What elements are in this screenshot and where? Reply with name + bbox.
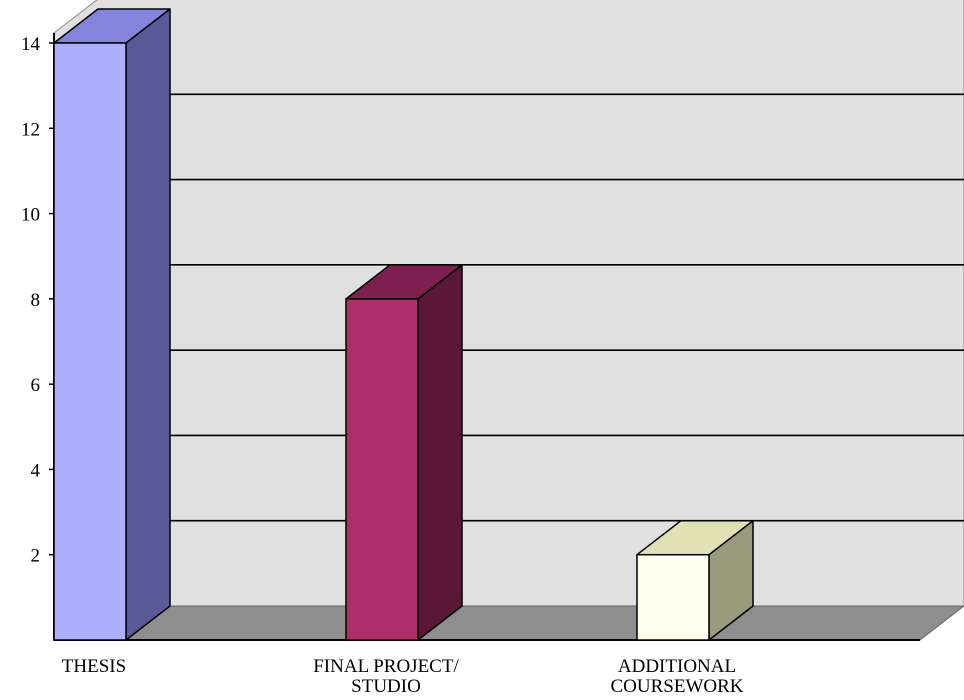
x-tick-label-line: ADDITIONAL: [618, 656, 736, 677]
bar-front-face: [636, 553, 710, 641]
floor: [52, 605, 964, 641]
y-tick-label: 4: [31, 460, 41, 481]
x-tick-label-line: COURSEWORK: [610, 676, 743, 697]
y-tick-label: 6: [31, 375, 41, 396]
y-tick-label: 10: [21, 205, 40, 226]
x-axis-labels: THESIS FINAL PROJECT/STUDIO ADDITIONAL COUR…: [62, 656, 744, 697]
x-tick-label-line: THESIS: [62, 656, 126, 677]
bar-side-face: [125, 8, 171, 641]
gridlines: [98, 93, 964, 522]
bar: [53, 8, 171, 641]
y-tick-label: 14: [21, 34, 41, 55]
bar-side-face: [417, 264, 463, 641]
y-tick-label: 12: [21, 119, 40, 140]
bar-front-face: [53, 42, 127, 641]
y-axis-ticks: 2 4 6 8 10 12 14: [21, 34, 54, 567]
bar-front-face: [345, 298, 419, 641]
bar: [636, 519, 754, 641]
bars: [53, 8, 754, 641]
x-tick-label: ADDITIONAL COURSEWORK: [610, 656, 743, 697]
x-tick-label: THESIS: [62, 656, 126, 677]
y-tick-label: 8: [31, 290, 41, 311]
y-tick-label: 2: [31, 546, 41, 567]
back-wall: [53, 0, 964, 642]
bar: [345, 264, 463, 641]
x-tick-label-line: STUDIO: [351, 676, 421, 697]
x-tick-label-line: FINAL PROJECT/: [313, 656, 459, 677]
x-tick-label: FINAL PROJECT/STUDIO: [313, 656, 459, 697]
